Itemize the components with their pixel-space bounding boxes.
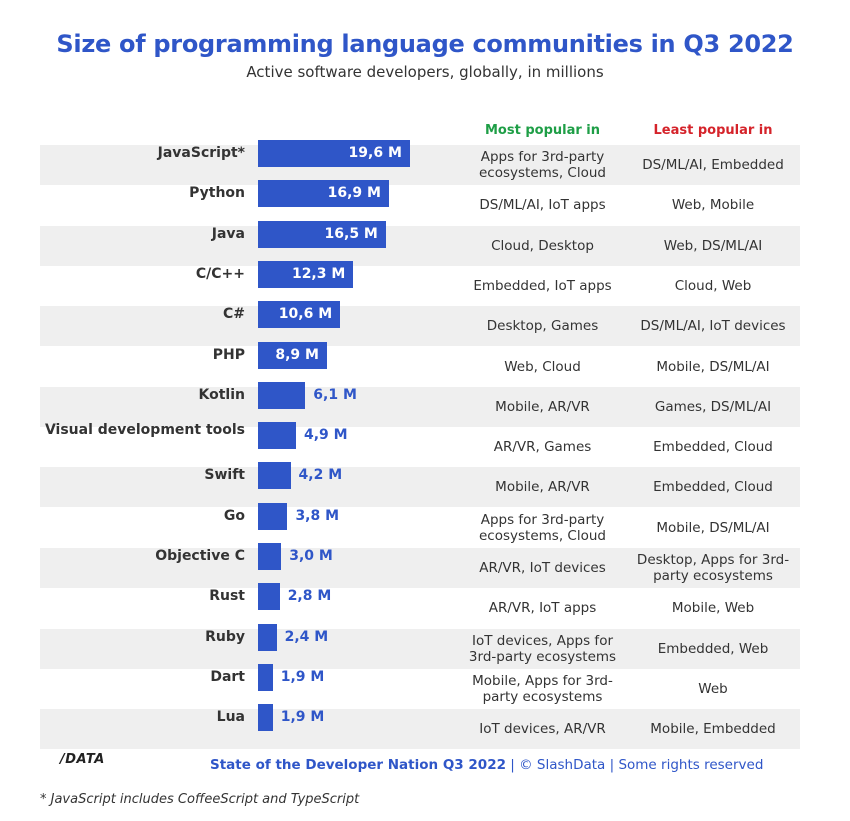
least-popular-cell: Web, Mobile	[671, 197, 755, 214]
most-popular-cell: Mobile, Apps for 3rd-party ecosystems	[472, 672, 613, 705]
language-label: Ruby	[205, 628, 245, 645]
least-popular-cell: Mobile, Web	[671, 600, 755, 617]
bar-value-label: 8,9 M	[275, 346, 319, 363]
least-popular-cell: Web, DS/ML/AI	[663, 237, 763, 254]
language-label: Go	[223, 507, 245, 524]
bar	[258, 301, 341, 329]
language-label: JavaScript*	[157, 145, 245, 161]
bar-value-label: 16,5 M	[324, 225, 378, 242]
least-popular-cell: Cloud, Web	[674, 277, 752, 294]
row-stripe	[40, 225, 800, 266]
row-stripe	[40, 709, 800, 750]
language-label: Objective C	[155, 548, 245, 564]
bar-value-label: 1,9 M	[280, 709, 325, 726]
bar	[258, 623, 277, 651]
least-popular-cell: Mobile, DS/ML/AI	[656, 519, 770, 536]
language-label: Lua	[216, 709, 245, 726]
bar	[258, 220, 386, 248]
row-stripe	[40, 306, 800, 347]
bar	[258, 381, 306, 409]
most-popular-cell: IoT devices, AR/VR	[479, 721, 606, 738]
bar	[258, 704, 273, 732]
bar-value-label: 2,8 M	[287, 588, 332, 605]
least-popular-cell: Embedded, Cloud	[653, 439, 773, 456]
least-popular-cell: Embedded, Cloud	[653, 479, 773, 496]
source-title: State of the Developer Nation Q3 2022	[210, 757, 506, 773]
most-popular-cell: Desktop, Games	[486, 318, 599, 335]
least-popular-cell: DS/ML/AI, Embedded	[642, 157, 784, 173]
bar	[258, 583, 280, 611]
language-label: Dart	[210, 668, 245, 685]
least-popular-cell: Web	[698, 680, 728, 697]
least-popular-cell: Mobile, Embedded	[650, 721, 776, 738]
bar	[258, 663, 273, 691]
source-line: State of the Developer Nation Q3 2022 | …	[210, 757, 763, 773]
bar	[258, 422, 296, 450]
bar-value-label: 3,8 M	[295, 507, 340, 524]
most-popular-cell: Apps for 3rd-party ecosystems, Cloud	[479, 149, 606, 181]
most-popular-cell: AR/VR, IoT devices	[479, 560, 606, 576]
most-popular-cell: Embedded, IoT apps	[473, 277, 612, 294]
bar-value-label: 10,6 M	[278, 306, 333, 323]
slashdata-logo: /DATA	[60, 752, 105, 767]
most-popular-cell: Apps for 3rd-party ecosystems, Cloud	[479, 511, 606, 544]
most-popular-cell: Mobile, AR/VR	[495, 479, 590, 496]
least-popular-cell: Games, DS/ML/AI	[654, 398, 772, 415]
language-label: Python	[189, 185, 245, 202]
language-label: C/C++	[195, 265, 245, 282]
row-stripe	[40, 467, 800, 508]
language-label: Rust	[209, 588, 245, 605]
bar	[258, 341, 327, 369]
chart-subtitle: Active software developers, globally, in…	[246, 63, 604, 81]
bar	[258, 260, 354, 288]
row-stripe	[40, 628, 800, 669]
row-stripe	[40, 548, 800, 588]
most-popular-cell: Web, Cloud	[504, 358, 581, 375]
bar	[258, 502, 288, 530]
least-popular-header: Least popular in	[653, 123, 773, 138]
least-popular-cell: Desktop, Apps for 3rd-party ecosystems	[636, 552, 790, 584]
most-popular-cell: Cloud, Desktop	[491, 237, 594, 254]
language-label: Kotlin	[198, 386, 245, 403]
bar-value-label: 4,2 M	[298, 467, 343, 484]
bar-value-label: 1,9 M	[280, 668, 325, 685]
footnote: * JavaScript includes CoffeeScript and T…	[40, 792, 360, 807]
bar	[258, 140, 410, 167]
bar-value-label: 19,6 M	[348, 145, 402, 161]
bar	[258, 543, 282, 570]
bar-value-label: 3,0 M	[289, 548, 333, 564]
bar-value-label: 6,1 M	[313, 386, 357, 403]
most-popular-header: Most popular in	[484, 123, 601, 138]
row-stripe	[40, 145, 800, 185]
bar-value-label: 12,3 M	[291, 265, 346, 282]
chart-title: Size of programming language communities…	[56, 30, 794, 58]
least-popular-cell: DS/ML/AI, IoT devices	[640, 318, 786, 335]
language-label: Java	[211, 225, 245, 242]
row-stripe	[40, 386, 800, 427]
language-label: PHP	[212, 346, 245, 363]
most-popular-cell: IoT devices, Apps for 3rd-party ecosyste…	[468, 632, 617, 665]
most-popular-cell: AR/VR, Games	[493, 439, 592, 456]
bar-value-label: 16,9 M	[327, 185, 381, 202]
language-label: Visual development tools	[44, 422, 245, 439]
language-label: C#	[222, 306, 245, 323]
language-label: Swift	[204, 467, 245, 484]
source-rights: | © SlashData | Some rights reserved	[505, 757, 764, 773]
most-popular-cell: DS/ML/AI, IoT apps	[479, 197, 606, 214]
bar-value-label: 2,4 M	[284, 628, 329, 645]
least-popular-cell: Embedded, Web	[657, 640, 769, 657]
bar-value-label: 4,9 M	[303, 427, 348, 444]
most-popular-cell: AR/VR, IoT apps	[488, 600, 597, 617]
most-popular-cell: Mobile, AR/VR	[495, 398, 590, 415]
bar	[258, 462, 291, 490]
least-popular-cell: Mobile, DS/ML/AI	[656, 358, 770, 375]
bar	[258, 180, 389, 208]
